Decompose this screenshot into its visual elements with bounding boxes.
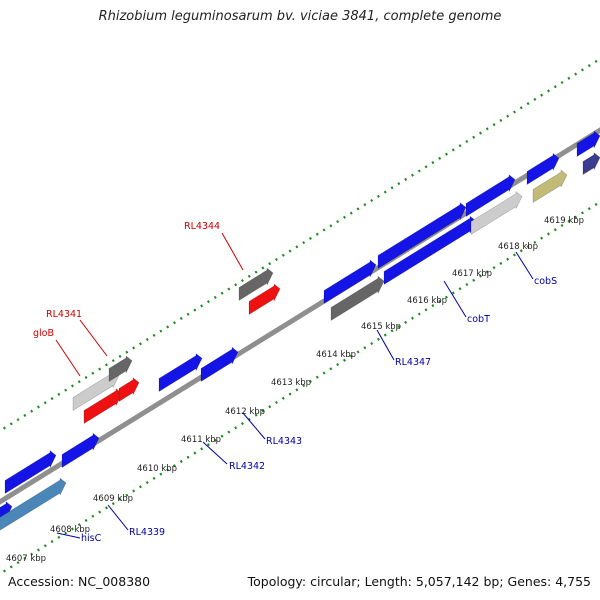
gene-arrow-8 [108,355,133,383]
gene-label-rl4339: RL4339 [129,527,165,538]
gene-label-rl4344: RL4344 [184,221,220,232]
gene-label-rl4347: RL4347 [395,357,431,368]
gene-arrow-14 [330,275,385,322]
leader-line-rl4339 [107,504,129,531]
gene-arrow-4 [61,432,100,469]
gene-arrow-17 [465,174,516,218]
leader-line-cobs [515,251,534,280]
tick-label: 4614 kbp [316,350,356,360]
gene-arrow-5 [158,352,203,393]
leader-line-rl4347 [376,329,395,361]
tick-label: 4613 kbp [271,378,311,388]
accession-text: Accession: NC_008380 [8,574,151,589]
tick-label: 4607 kbp [6,554,46,564]
tick-label: 4612 kbp [225,407,265,417]
gene-arrow-10 [118,377,140,403]
gene-arrow-22 [582,152,600,176]
leader-line-rl4342 [202,441,228,465]
gene-arrow-2 [4,449,57,495]
leader-line-rl4344 [221,232,244,271]
genome-summary-text: Topology: circular; Length: 5,057,142 bp… [247,574,591,589]
gene-arrow-20 [532,169,568,204]
gene-arrow-15 [377,202,467,270]
gene-arrow-18 [470,190,523,236]
gene-arrow-19 [526,152,560,186]
tick-label: 4610 kbp [137,464,177,474]
tick-label: 4619 kbp [544,216,584,226]
dotted-reference-lines [0,57,600,576]
gene-arrow-13 [323,259,377,305]
tick-label: 4611 kbp [181,435,221,445]
leader-line-cobt [443,280,467,318]
tick-label: 4616 kbp [407,296,447,306]
gene-label-cobt: cobT [467,314,490,325]
gene-features [0,130,600,531]
gene-label-hisc: hisC [81,533,102,544]
tick-label: 4609 kbp [93,494,133,504]
map-title: Rhizobium leguminosarum bv. viciae 3841,… [98,9,502,24]
leader-line-rl4341 [79,319,108,357]
leader-line-glob [55,339,81,377]
gene-label-glob: gloB [33,328,54,339]
gene-arrow-3 [0,477,67,531]
gene-arrow-6 [200,346,239,383]
gene-label-cobs: cobS [534,276,557,287]
tick-label: 4618 kbp [498,242,538,252]
tick-label: 4617 kbp [452,269,492,279]
leader-line-rl4343 [242,412,266,440]
gene-label-rl4343: RL4343 [266,436,302,447]
leader-line-hisc [56,532,81,539]
coordinate-ticks: 4607 kbp 4608 kbp 4609 kbp 4610 kbp 4611 kbp… [6,216,584,564]
gene-labels: hisC RL4339 RL4342 RL4343 RL4347 cobT cobS RL43… [33,221,557,544]
gene-label-rl4341: RL4341 [46,309,82,320]
gene-arrow-11 [238,267,274,302]
gene-label-rl4342: RL4342 [229,461,265,472]
gene-arrow-21 [576,130,600,158]
gene-arrow-12 [248,283,281,316]
tick-label: 4615 kbp [361,322,401,332]
tick-label: 4608 kbp [50,525,90,535]
